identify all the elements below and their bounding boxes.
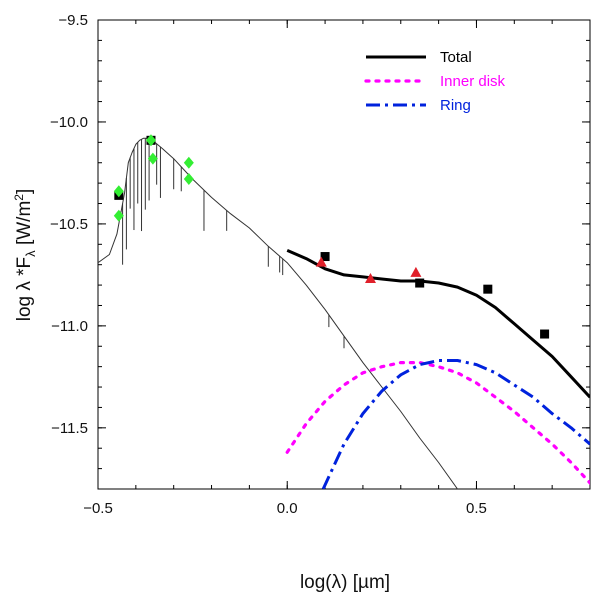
data-marker-triangle [315, 256, 327, 267]
y-tick-label: −10.5 [50, 216, 88, 233]
plot-frame [97, 19, 591, 490]
data-marker-triangle [410, 266, 422, 277]
data-marker-square [540, 329, 550, 339]
data-marker-square [483, 284, 493, 294]
data-marker-square [320, 252, 330, 262]
y-tick-label: −11.5 [51, 420, 88, 437]
series-line-stellar-photosphere [98, 137, 458, 489]
markers-group [113, 134, 550, 339]
data-marker-diamond [183, 173, 194, 186]
series-group [98, 137, 590, 489]
ticks-group: −0.5 0.0 0.5 −9.5 −10.0 −10.5 −11.0 −11.5 [50, 12, 591, 517]
x-tick-label: 0.5 [466, 500, 487, 517]
data-marker-diamond [183, 156, 194, 169]
series-line-ring [321, 359, 590, 489]
y-tick-label: −10.0 [50, 114, 88, 131]
y-tick-label: −11.0 [51, 318, 88, 335]
legend-label: Total [440, 49, 472, 66]
x-axis-title: log(λ) [µm] [300, 572, 390, 593]
y-axis-title: log λ *Fλ [W/m2] [12, 189, 38, 322]
data-marker-diamond [147, 152, 158, 165]
series-line-inner-disk [285, 361, 590, 485]
y-tick-label: −9.5 [58, 12, 88, 29]
data-marker-diamond [113, 209, 124, 222]
legend: Total Inner disk Ring [364, 49, 506, 114]
data-marker-square [415, 278, 425, 288]
legend-label: Ring [440, 97, 471, 114]
data-marker-triangle [364, 272, 376, 283]
series-line-total [286, 249, 590, 399]
data-marker-diamond [145, 134, 156, 147]
x-tick-label: 0.0 [277, 500, 298, 517]
data-marker-diamond [113, 185, 124, 198]
legend-label: Inner disk [440, 73, 506, 90]
x-tick-label: −0.5 [83, 500, 113, 517]
